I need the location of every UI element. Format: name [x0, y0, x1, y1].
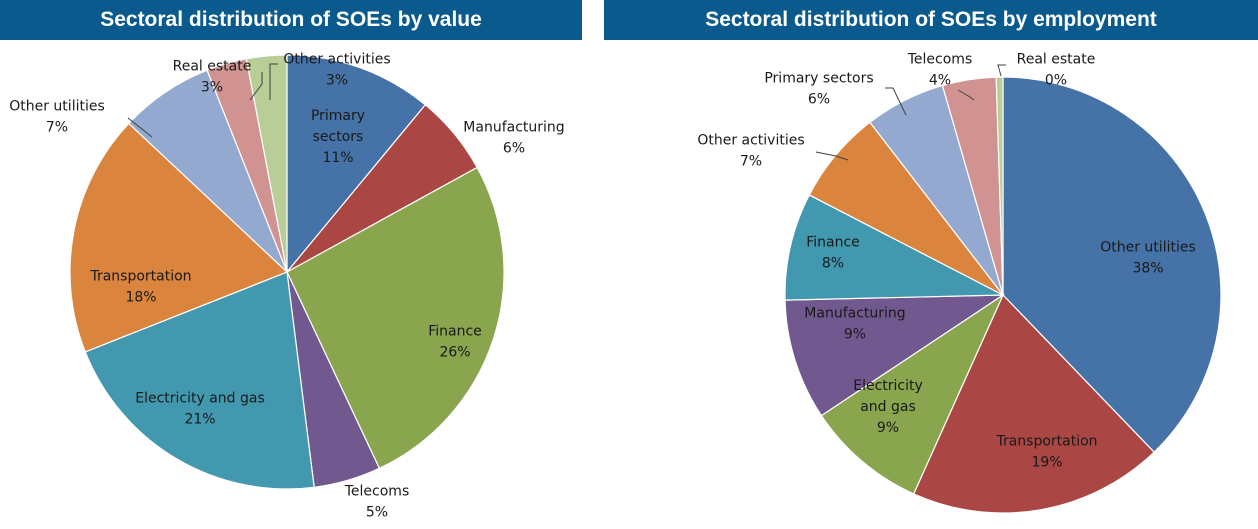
- pie-slice-finance: [286, 166, 505, 470]
- leader-line: [815, 151, 849, 161]
- leader-line: [997, 64, 1006, 77]
- data-label-electricity-and-gas: Electricity and gas 21%: [135, 391, 265, 428]
- data-label-manufacturing: Manufacturing 9%: [804, 306, 905, 343]
- data-label-transportation: Transportation 18%: [89, 269, 191, 306]
- pie-chart-employment: Other utilities 38% Transportation 19% Elect…: [697, 52, 1222, 514]
- pie-slice-primary-sectors: [286, 54, 427, 274]
- data-label-real-estate: Real estate 0%: [1017, 52, 1096, 89]
- pie-slice-transportation: [69, 122, 289, 353]
- chart-title-employment: Sectoral distribution of SOEs by employm…: [604, 0, 1258, 40]
- data-label-manufacturing: Manufacturing 6%: [463, 120, 564, 157]
- data-label-other-activities: Other activities 3%: [283, 52, 390, 89]
- data-label-telecoms: Telecoms 5%: [344, 484, 409, 521]
- pie-slice-other-activities: [245, 54, 288, 273]
- leader-line: [249, 72, 263, 101]
- data-label-electricity-and-gas: Electricity and gas 9%: [853, 378, 923, 436]
- data-label-finance: Finance 8%: [806, 235, 860, 272]
- data-label-primary-sectors: Primary sectors 11%: [311, 108, 365, 166]
- data-label-other-utilities: Other utilities 7%: [9, 99, 105, 136]
- leader-line: [957, 89, 975, 101]
- pie-slice-manufacturing: [784, 294, 1006, 417]
- pie-slice-electricity-and-gas: [820, 293, 1005, 495]
- pie-slice-electricity-and-gas: [84, 271, 315, 490]
- data-label-transportation: Transportation 19%: [995, 434, 1097, 471]
- leader-line: [269, 63, 278, 100]
- data-label-other-utilities: Other utilities 38%: [1100, 240, 1196, 277]
- leader-line: [885, 87, 907, 116]
- chart-title-value: Sectoral distribution of SOEs by value: [0, 0, 582, 40]
- pie-slice-finance: [784, 194, 1004, 301]
- pie-slice-other-utilities: [1002, 76, 1222, 453]
- pie-slice-transportation: [912, 293, 1155, 514]
- data-label-primary-sectors: Primary sectors 6%: [764, 71, 873, 108]
- title-divider: [582, 0, 604, 40]
- data-label-finance: Finance 26%: [428, 324, 482, 361]
- leader-line: [127, 117, 153, 138]
- pie-slice-real-estate: [995, 76, 1004, 296]
- pie-chart-value: Primary sectors 11% Manufacturing 6% Finance 2…: [9, 52, 564, 521]
- data-label-other-activities: Other activities 7%: [697, 133, 804, 170]
- data-label-real-estate: Real estate 3%: [173, 59, 252, 96]
- data-label-telecoms: Telecoms 4%: [907, 52, 972, 89]
